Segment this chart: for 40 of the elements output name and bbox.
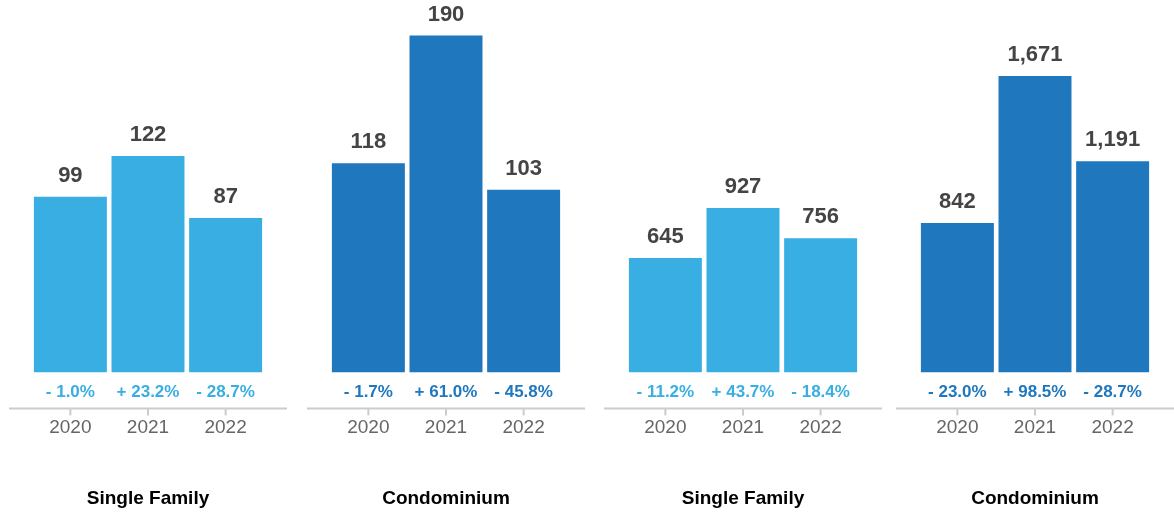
data-label: 190 xyxy=(427,0,465,26)
x-tick-label: 2022 xyxy=(502,416,545,438)
text: + 43.7% xyxy=(711,382,775,402)
data-label: 122 xyxy=(129,121,167,147)
x-tick-label: 2021 xyxy=(1013,416,1057,438)
data-label: 756 xyxy=(802,203,839,229)
text: - 1.0% xyxy=(45,382,95,402)
x-tick-label: 2022 xyxy=(1091,416,1134,438)
x-axis-title: Condominium xyxy=(382,486,510,508)
data-label: 118 xyxy=(350,128,387,154)
data-label: 645 xyxy=(647,223,684,249)
x-axis-title: Condominium xyxy=(971,486,1099,508)
x-tick-label: 2021 xyxy=(126,416,170,438)
x-axis-title: Single Family xyxy=(86,486,210,508)
x-axis-title: Single Family xyxy=(681,486,805,508)
text: + 98.5% xyxy=(1003,382,1067,402)
data-label: 1,671 xyxy=(1007,41,1063,67)
text: - 11.2% xyxy=(636,382,695,402)
data-label: 87 xyxy=(213,183,238,209)
text: - 18.4% xyxy=(791,382,850,402)
text: + 23.2% xyxy=(116,382,180,402)
x-tick-label: 2020 xyxy=(644,416,687,438)
data-label: 842 xyxy=(939,188,976,214)
x-tick-label: 2020 xyxy=(49,416,92,438)
x-tick-label: 2020 xyxy=(936,416,979,438)
x-tick-label: 2021 xyxy=(424,416,468,438)
data-label: 1,191 xyxy=(1085,126,1141,152)
text: - 28.7% xyxy=(1083,382,1142,402)
data-label: 927 xyxy=(724,173,762,199)
text: - 28.7% xyxy=(196,382,255,402)
data-label: 103 xyxy=(505,154,542,180)
text: - 45.8% xyxy=(494,382,553,402)
text: - 23.0% xyxy=(928,382,987,402)
x-tick-label: 2022 xyxy=(204,416,247,438)
x-tick-label: 2020 xyxy=(347,416,390,438)
x-tick-label: 2022 xyxy=(799,416,842,438)
text: - 1.7% xyxy=(343,382,393,402)
data-label: 99 xyxy=(58,161,83,187)
text: + 61.0% xyxy=(414,382,478,402)
x-tick-label: 2021 xyxy=(721,416,765,438)
